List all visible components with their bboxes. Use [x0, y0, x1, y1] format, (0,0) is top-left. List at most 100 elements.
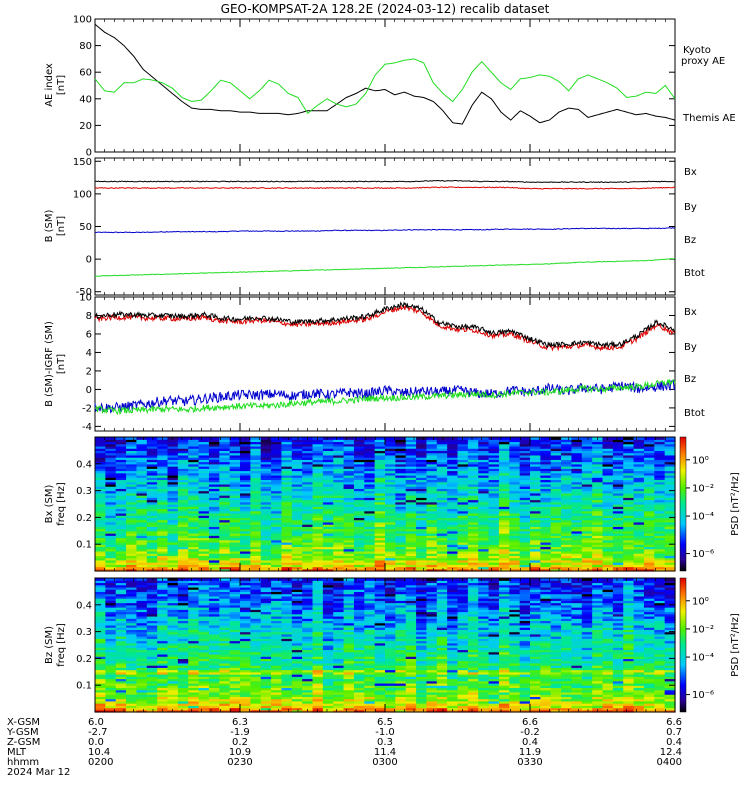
spectrogram-cell	[467, 530, 479, 534]
spectrogram-cell	[602, 504, 614, 507]
spectrogram-cell	[530, 539, 541, 543]
spectrogram-cell	[447, 468, 459, 472]
spectrogram-cell	[188, 468, 200, 472]
spectrogram-cell	[478, 499, 490, 503]
spectrogram-cell	[467, 521, 479, 525]
spectrogram-cell	[126, 698, 138, 702]
spectrogram-cell	[136, 448, 148, 451]
spectrogram-cell	[353, 524, 365, 527]
spectrogram-cell	[416, 696, 428, 700]
spectrogram-cell	[405, 506, 417, 510]
spectrogram-cell	[385, 678, 396, 682]
spectrogram-cell	[312, 488, 324, 492]
spectrogram-cell	[623, 700, 635, 704]
spectrogram-cell	[333, 539, 345, 543]
spectrogram-cell	[488, 488, 500, 492]
spectrogram-cell	[426, 528, 438, 532]
spectrogram-cell	[353, 537, 365, 541]
spectrogram-cell	[436, 450, 448, 454]
spectrogram-cell	[436, 504, 448, 507]
spectrogram-cell	[364, 557, 376, 561]
spectrogram-cell	[478, 441, 490, 445]
spectrogram-cell	[581, 526, 593, 530]
spectrogram-cell	[95, 452, 106, 456]
spectrogram-cell	[167, 550, 179, 554]
spectrogram-cell	[467, 546, 479, 550]
spectrogram-cell	[478, 548, 490, 552]
spectrogram-cell	[654, 452, 666, 456]
spectrogram-cell	[416, 483, 428, 487]
spectrogram-cell	[633, 486, 645, 489]
spectrogram-cell	[353, 504, 365, 507]
spectrogram-cell	[498, 562, 510, 565]
spectrogram-cell	[581, 504, 593, 507]
spectrogram-cell	[509, 454, 521, 458]
spectrogram-cell	[478, 568, 490, 572]
spectrogram-cell	[250, 490, 262, 494]
spectrogram-cell	[198, 557, 210, 561]
spectrogram-cell	[561, 689, 573, 693]
spectrogram-cell	[208, 474, 220, 478]
spectrogram-cell	[229, 501, 241, 505]
series-line-bz	[94, 186, 676, 190]
spectrogram-cell	[312, 450, 324, 454]
spectrogram-cell	[291, 705, 303, 709]
spectrogram-cell	[467, 524, 479, 527]
spectrogram-cell	[602, 533, 614, 536]
spectrogram-cell	[95, 541, 106, 545]
spectrogram-cell	[654, 703, 666, 706]
spectrogram-cell	[271, 533, 283, 536]
spectrogram-cell	[126, 680, 138, 684]
spectrogram-cell	[498, 676, 510, 680]
spectrogram-cell	[488, 517, 500, 521]
spectrogram-cell	[240, 544, 251, 548]
spectrogram-cell	[302, 539, 314, 543]
spectrogram-cell	[198, 687, 210, 691]
spectrogram-cell	[208, 700, 220, 704]
spectrogram-cell	[126, 548, 138, 552]
spectrogram-cell	[457, 504, 469, 507]
spectrogram-cell	[95, 466, 106, 469]
spectrogram-cell	[664, 566, 676, 570]
spectrogram-cell	[353, 548, 365, 552]
spectrogram-cell	[322, 546, 334, 550]
spectrogram-cell	[416, 528, 428, 532]
spectrogram-cell	[654, 477, 666, 481]
spectrogram-cell	[157, 694, 169, 697]
spectrogram-cell	[550, 492, 562, 496]
spectrogram-cell	[426, 687, 438, 691]
spectrogram-cell	[167, 568, 179, 572]
spectrogram-cell	[353, 492, 365, 496]
spectrogram-cell	[550, 463, 562, 467]
spectrogram-cell	[581, 700, 593, 704]
spectrogram-cell	[488, 694, 500, 697]
spectrogram-cell	[561, 504, 573, 507]
spectrogram-cell	[95, 497, 106, 501]
spectrogram-cell	[478, 528, 490, 532]
spectrogram-cell	[343, 519, 355, 523]
spectrogram-cell	[405, 539, 417, 543]
spectrogram-cell	[198, 698, 210, 702]
spectrogram-cell	[302, 566, 314, 570]
spectrogram-cell	[343, 443, 355, 447]
spectrogram-cell	[571, 689, 583, 693]
spectrogram-cell	[229, 490, 241, 494]
spectrogram-cell	[312, 521, 324, 525]
spectrogram-cell	[405, 682, 417, 686]
spectrogram-cell	[271, 559, 283, 563]
spectrogram-cell	[498, 682, 510, 686]
spectrogram-cell	[498, 437, 510, 440]
spectrogram-cell	[312, 535, 324, 539]
spectrogram-cell	[457, 555, 469, 559]
spectrogram-cell	[488, 479, 500, 483]
spectrogram-cell	[581, 707, 593, 711]
spectrogram-cell	[457, 535, 469, 539]
spectrogram-cell	[498, 492, 510, 496]
spectrogram-cell	[333, 454, 345, 458]
spectrogram-cell	[208, 521, 220, 525]
spectrogram-cell	[592, 528, 604, 532]
spectrogram-cell	[602, 445, 614, 449]
spectrogram-cell	[571, 680, 583, 684]
spectrogram-cell	[488, 459, 500, 463]
spectrogram-cell	[333, 546, 345, 550]
